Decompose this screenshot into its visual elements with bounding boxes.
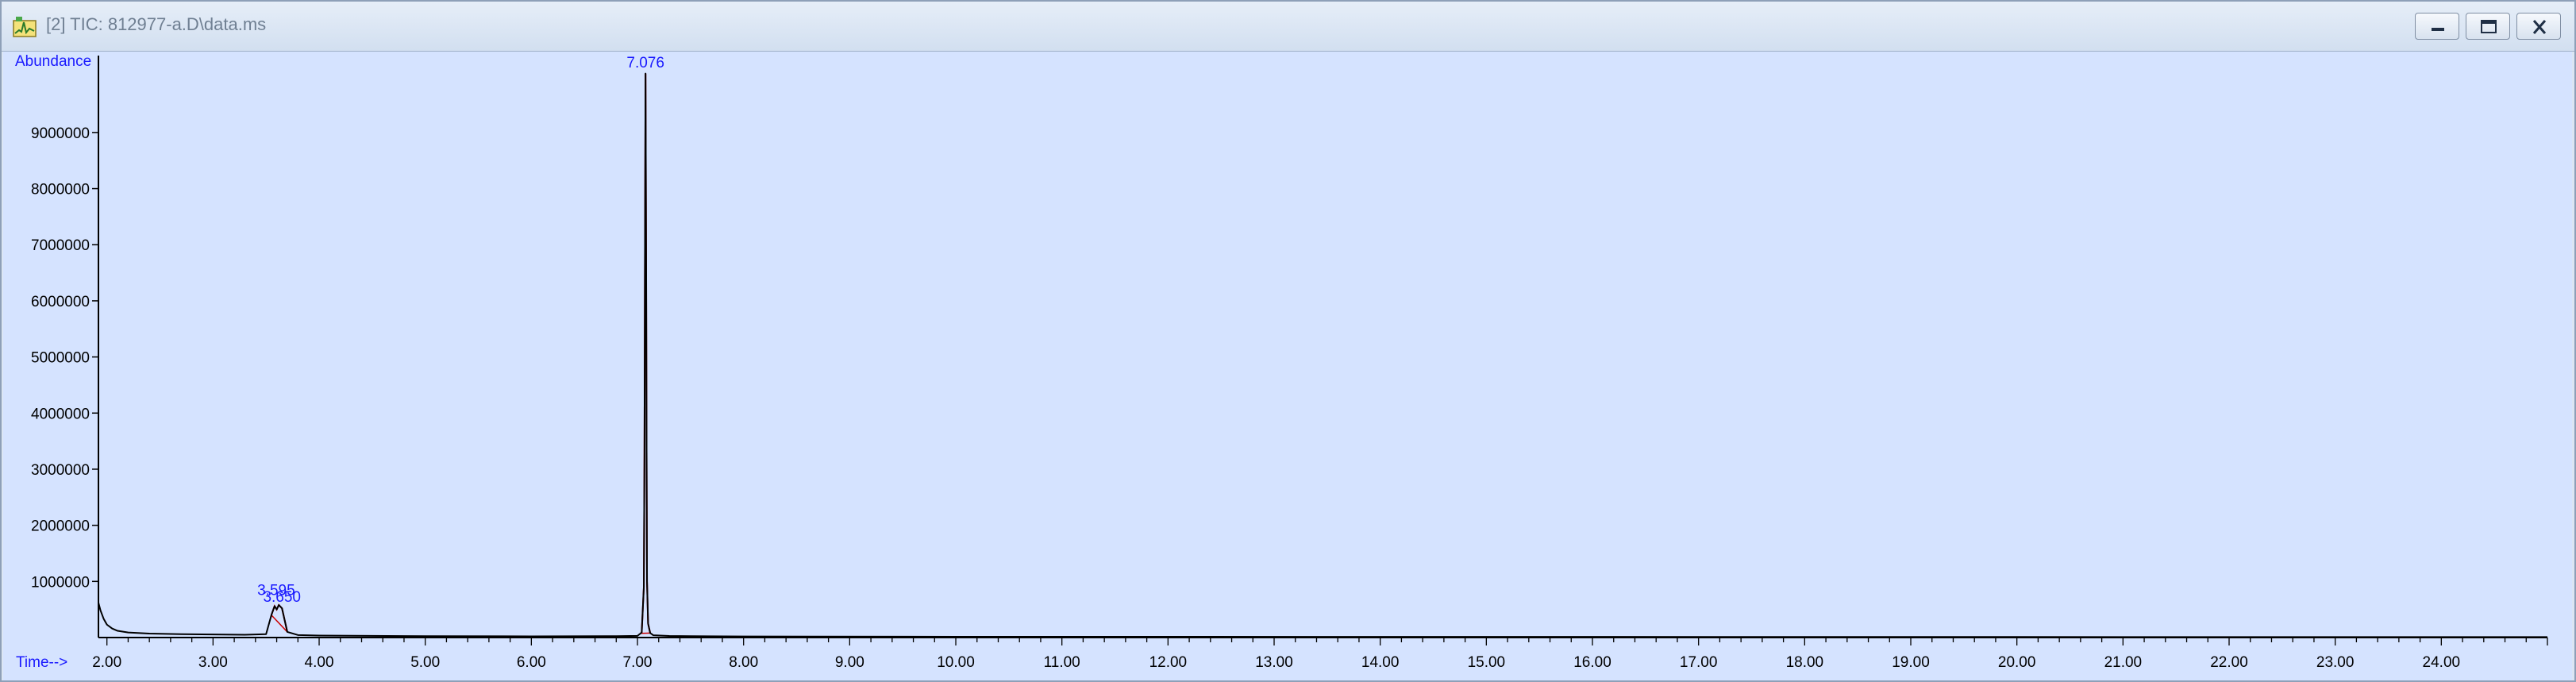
x-tick-label: 18.00 [1786, 654, 1824, 671]
y-tick-label: 5000000 [31, 350, 90, 367]
x-tick-label: 21.00 [2104, 654, 2143, 671]
x-tick-label: 14.00 [1361, 654, 1400, 671]
x-tick-label: 23.00 [2316, 654, 2355, 671]
peak-label: 7.076 [626, 55, 664, 71]
chromatogram-app-icon [13, 17, 37, 37]
maximize-button[interactable] [2466, 13, 2510, 40]
x-tick-label: 15.00 [1468, 654, 1506, 671]
x-tick-label: 24.00 [2423, 654, 2461, 671]
x-tick-label: 11.00 [1044, 654, 1080, 671]
peak-label: 3.595 [257, 582, 295, 599]
close-button[interactable] [2516, 13, 2561, 40]
y-tick-label: 4000000 [31, 406, 90, 422]
x-tick-label: 3.00 [198, 654, 228, 671]
x-tick-label: 5.00 [410, 654, 440, 671]
y-tick-label: 7000000 [31, 237, 90, 254]
x-tick-label: 12.00 [1149, 654, 1188, 671]
x-tick-label: 13.00 [1255, 654, 1293, 671]
tic-trace [98, 72, 2548, 638]
window-title: [2] TIC: 812977-a.D\data.ms [46, 14, 267, 34]
x-tick-label: 22.00 [2210, 654, 2248, 671]
minimize-icon [2432, 28, 2444, 31]
y-tick-label: 6000000 [31, 294, 90, 310]
plot-area[interactable]: 1000000 2000000 3000000 4000000 5000000 60000… [3, 52, 2572, 680]
x-tick-label: 2.00 [92, 654, 121, 671]
title-bar[interactable]: [2] TIC: 812977-a.D\data.ms [2, 2, 2574, 52]
minimize-button[interactable] [2415, 13, 2459, 40]
x-tick-label: 19.00 [1892, 654, 1930, 671]
x-tick-label: 16.00 [1573, 654, 1611, 671]
x-tick-label: 17.00 [1680, 654, 1718, 671]
x-tick-label: 10.00 [937, 654, 975, 671]
y-tick-label: 3000000 [31, 462, 90, 479]
maximize-icon [2481, 20, 2497, 33]
x-tick-label: 7.00 [623, 654, 653, 671]
close-icon [2532, 20, 2547, 34]
integration-baseline [271, 615, 288, 633]
peak-label: 3.650 [263, 589, 301, 606]
chromatogram-chart[interactable]: 1000000 2000000 3000000 4000000 5000000 60000… [3, 52, 2572, 680]
y-tick-label: 1000000 [31, 574, 90, 591]
x-tick-label: 20.00 [1998, 654, 2036, 671]
x-tick-label: 8.00 [729, 654, 758, 671]
y-axis-title: Abundance [15, 53, 91, 70]
y-tick-label: 2000000 [31, 518, 90, 535]
x-tick-label: 9.00 [835, 654, 864, 671]
x-tick-label: 6.00 [517, 654, 546, 671]
x-axis-title: Time--> [16, 654, 67, 671]
y-tick-label: 9000000 [31, 125, 90, 142]
y-tick-label: 8000000 [31, 182, 90, 198]
x-tick-label: 4.00 [305, 654, 334, 671]
